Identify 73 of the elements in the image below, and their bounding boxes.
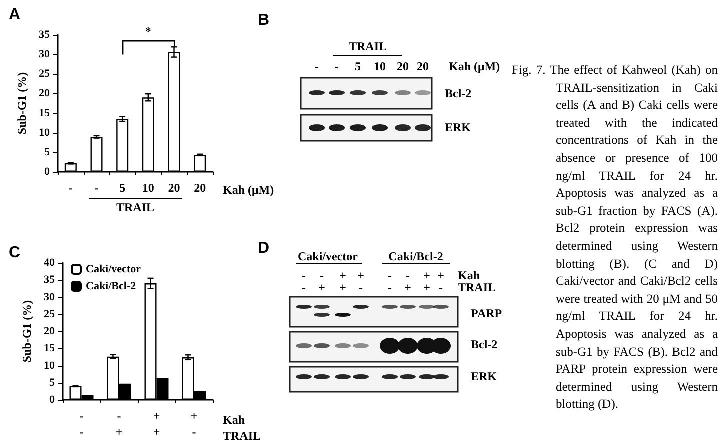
- text: PARP: [471, 306, 502, 322]
- text: ERK: [471, 370, 498, 384]
- y-tick-label: 25: [44, 308, 56, 320]
- x-tick-label: -: [68, 181, 73, 195]
- y-tick-label: 10: [39, 126, 50, 139]
- text: -: [388, 280, 392, 296]
- annotation: *: [145, 24, 152, 40]
- x-tick-label: 20: [194, 181, 206, 195]
- text: +: [424, 280, 430, 296]
- text: +: [424, 268, 430, 284]
- y-tick-label: 30: [39, 48, 50, 61]
- text: Bcl-2: [471, 338, 498, 352]
- text: -: [406, 268, 410, 284]
- chart-title: C: [9, 244, 21, 262]
- text: -: [439, 280, 443, 296]
- text: +: [438, 268, 444, 284]
- text: -: [302, 268, 306, 284]
- text: ERK: [445, 120, 472, 136]
- text: B: [258, 12, 270, 30]
- x-tick-label: - +: [116, 409, 123, 439]
- text: Fig. 7. The effect of Kahweol (Kah) on TRAIL-sensitization in Caki cells (A and B) Caki cells were treated with the indicated concentrations of Kah in the absence or presence of 100 ng/ml TRAIL for 24 hr. Apoptosis was analyzed as a sub-G1 fraction by FACS (A). Bcl2 protein expression was determined using Western blotting (B). (C and D) Caki/vector and Caki/Bcl2 cells were treated with 20 μM and 50 ng/ml TRAIL for 24 hr. Apoptosis was analyzed as a sub-G1 by FACS (B). Bcl2 and PARP protein expression were determined using Western blotting (D).: [512, 63, 718, 412]
- text: 20: [397, 60, 409, 74]
- legend-label: Caki/Bcl-2: [86, 280, 137, 292]
- x-tick-label: 5: [120, 181, 126, 195]
- y-tick-label: 20: [39, 88, 50, 100]
- text: +: [318, 280, 326, 296]
- text: +: [404, 280, 412, 296]
- text: 5: [355, 60, 361, 74]
- y-tick-label: 10: [44, 360, 56, 372]
- y-tick-label: 25: [39, 68, 50, 80]
- text: +: [340, 280, 346, 296]
- text: 20: [417, 60, 429, 74]
- y-tick-label: 5: [50, 376, 56, 389]
- text: -: [359, 280, 363, 296]
- x-tick-label: 10: [142, 181, 154, 195]
- text: Kah (μM): [449, 60, 500, 74]
- x-tick-label: 20: [168, 181, 180, 195]
- y-tick-label: 15: [39, 107, 50, 120]
- x-axis-title: Kah (μM): [223, 183, 274, 197]
- y-tick-label: 40: [44, 257, 56, 269]
- text: +: [340, 268, 346, 284]
- x-tick-label: + -: [190, 409, 198, 439]
- text: -: [388, 268, 392, 284]
- chart-title: A: [9, 6, 21, 24]
- text: Caki/Bcl-2: [388, 250, 444, 264]
- text: -: [335, 60, 339, 74]
- x-axis-title: Kah TRAIL: [223, 413, 262, 443]
- y-tick-label: 35: [39, 29, 50, 41]
- text: TRAIL: [458, 280, 496, 296]
- text: Caki/vector: [298, 250, 358, 264]
- x-tick-label: -: [94, 181, 99, 195]
- text: 10: [374, 60, 386, 74]
- x-tick-label: - -: [80, 409, 84, 439]
- y-tick-label: 30: [44, 291, 56, 304]
- text: TRAIL: [116, 200, 155, 216]
- text: Kah: [458, 268, 480, 284]
- y-axis-title: Sub-G1 (%): [20, 300, 34, 363]
- y-tick-label: 5: [44, 146, 50, 158]
- text: -: [302, 280, 306, 296]
- y-tick-label: 0: [44, 166, 50, 178]
- y-tick-label: 0: [50, 394, 56, 406]
- text: -: [320, 268, 324, 284]
- legend-label: Caki/vector: [86, 264, 142, 276]
- text: -: [315, 60, 319, 74]
- text: TRAIL: [348, 40, 388, 54]
- y-tick-label: 35: [44, 274, 56, 286]
- x-tick-label: + +: [153, 409, 160, 439]
- text: Bcl-2: [445, 86, 472, 102]
- y-tick-label: 20: [44, 326, 56, 338]
- y-axis-title: Sub-G1 (%): [15, 72, 30, 135]
- text: D: [258, 240, 270, 258]
- text: +: [358, 268, 364, 284]
- y-tick-label: 15: [44, 342, 56, 355]
